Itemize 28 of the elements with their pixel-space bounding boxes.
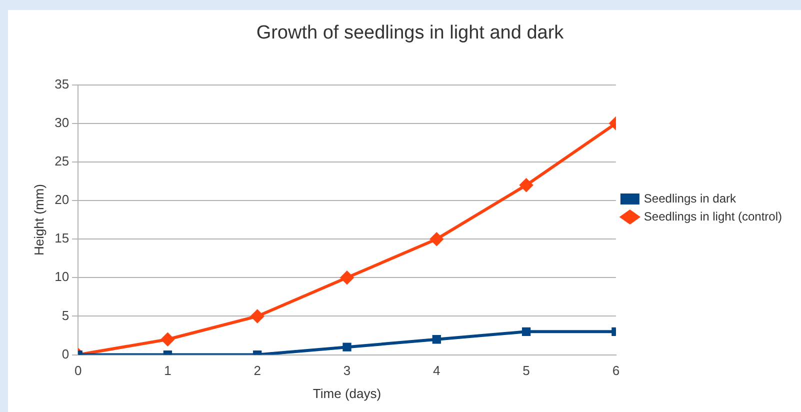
point [520, 178, 533, 192]
x-tick-label: 3 [343, 363, 351, 378]
point [432, 335, 441, 344]
y-tick-label: 5 [62, 308, 70, 323]
legend-label: Seedlings in light (control) [644, 209, 782, 224]
x-tick-label: 5 [522, 363, 530, 378]
y-axis-title: Height (mm) [31, 184, 46, 256]
x-tick-label: 2 [254, 363, 261, 378]
chart-title: Growth of seedlings in light and dark [256, 22, 564, 44]
x-tick-label: 1 [164, 363, 172, 378]
legend-label: Seedlings in dark [644, 191, 737, 206]
x-tick-label: 0 [74, 363, 82, 378]
y-tick-label: 15 [54, 230, 70, 246]
x-tick-label: 6 [612, 363, 620, 378]
point [161, 332, 174, 346]
point [342, 342, 352, 352]
point [340, 271, 354, 284]
point [430, 232, 444, 246]
x-tick-label: 4 [433, 363, 440, 378]
point [250, 310, 264, 323]
y-tick-label: 30 [54, 114, 70, 130]
y-tick-label: 20 [54, 192, 70, 208]
point [522, 327, 531, 336]
y-tick-label: 0 [62, 346, 70, 362]
y-tick-label: 35 [54, 76, 70, 92]
y-tick-label: 25 [54, 154, 70, 169]
y-tick-label: 10 [54, 269, 70, 284]
x-axis-title: Time (days) [312, 386, 382, 401]
